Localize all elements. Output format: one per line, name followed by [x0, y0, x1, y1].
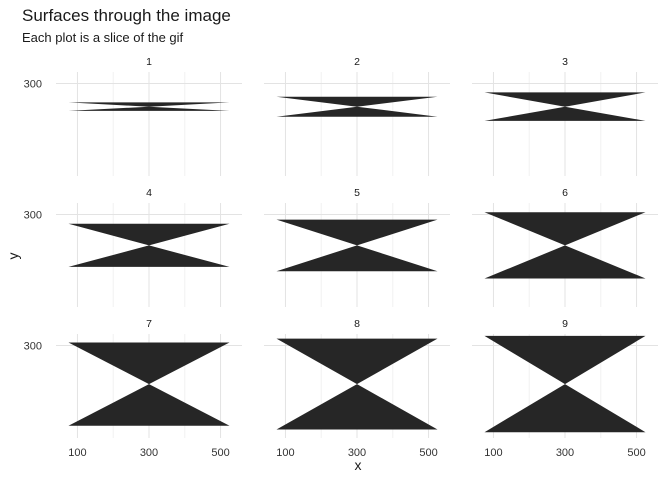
- x-tick-label: 300: [348, 447, 366, 459]
- x-axis-label: x: [355, 457, 362, 473]
- surface-upper-triangle: [484, 92, 646, 107]
- surface-upper-triangle: [276, 338, 438, 385]
- surface-lower-triangle: [276, 384, 438, 430]
- facet-panel-6: 6: [472, 187, 658, 307]
- facet-strip-label: 7: [146, 318, 152, 330]
- chart-subtitle: Each plot is a slice of the gif: [22, 30, 184, 45]
- facet-panel-9: 9 100 300 500: [472, 318, 658, 459]
- facet-strip-label: 4: [146, 187, 152, 199]
- surface-upper-triangle: [276, 96, 438, 107]
- surface-upper-triangle: [68, 342, 230, 385]
- facet-strip-label: 8: [354, 318, 360, 330]
- y-axis-label: y: [5, 253, 21, 260]
- surface-lower-triangle: [68, 245, 230, 267]
- surface-lower-triangle: [68, 106, 230, 111]
- x-tick-label: 100: [276, 447, 294, 459]
- x-tick-label: 500: [627, 447, 645, 459]
- x-tick-label: 300: [140, 447, 158, 459]
- facet-strip-label: 5: [354, 187, 360, 199]
- surface-lower-triangle: [484, 106, 646, 121]
- x-tick-label: 100: [484, 447, 502, 459]
- surface-lower-triangle: [276, 245, 438, 272]
- x-tick-label: 300: [556, 447, 574, 459]
- x-tick-label: 500: [419, 447, 437, 459]
- surface-lower-triangle: [68, 384, 230, 426]
- facet-strip-label: 1: [146, 56, 152, 68]
- facet-panel-7: 7 300 100 300 500: [24, 318, 242, 459]
- facet-panel-8: 8 100 300 500: [264, 318, 450, 459]
- surface-upper-triangle: [68, 223, 230, 246]
- facet-panels: 1 300 2 3 4 300 5 6 7 300 100 300 500 8 100 300 500 9 100 3…: [24, 56, 658, 459]
- surface-upper-triangle: [276, 219, 438, 246]
- x-tick-label: 500: [211, 447, 229, 459]
- facet-strip-label: 6: [562, 187, 568, 199]
- surface-lower-triangle: [276, 106, 438, 117]
- x-tick-label: 100: [68, 447, 86, 459]
- facet-panel-5: 5: [264, 187, 450, 307]
- facet-panel-1: 1 300: [24, 56, 242, 176]
- facet-panel-2: 2: [264, 56, 450, 176]
- chart-title: Surfaces through the image: [22, 6, 231, 25]
- surface-upper-triangle: [68, 102, 230, 107]
- facet-panel-4: 4 300: [24, 187, 242, 307]
- y-tick-label: 300: [24, 341, 42, 353]
- surface-upper-triangle: [484, 212, 646, 246]
- surface-lower-triangle: [484, 245, 646, 279]
- surface-upper-triangle: [484, 335, 646, 385]
- surface-lower-triangle: [484, 384, 646, 433]
- facet-strip-label: 9: [562, 318, 568, 330]
- y-tick-label: 300: [24, 79, 42, 91]
- facet-strip-label: 2: [354, 56, 360, 68]
- facet-strip-label: 3: [562, 56, 568, 68]
- y-tick-label: 300: [24, 210, 42, 222]
- facet-panel-3: 3: [472, 56, 658, 176]
